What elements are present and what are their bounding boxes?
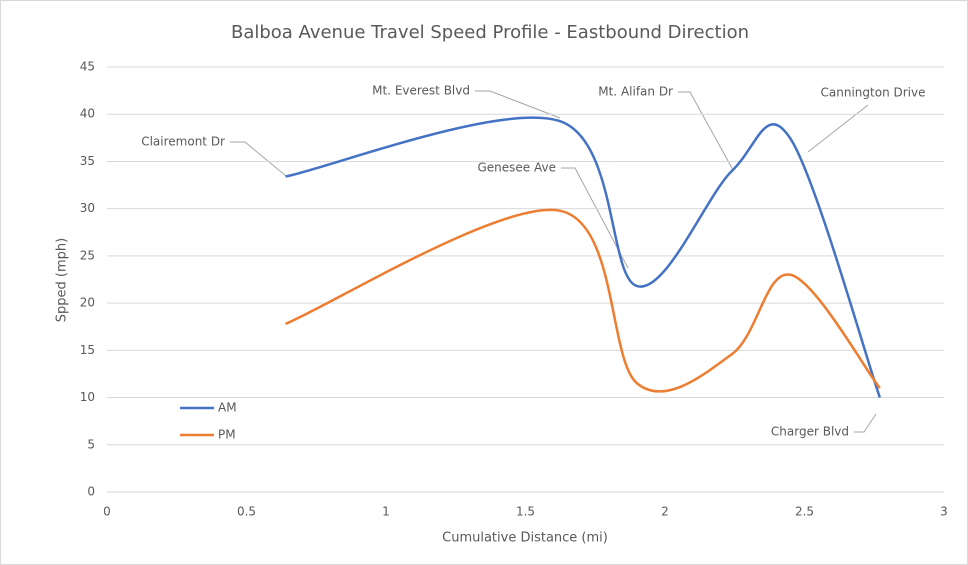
x-axis-label: Cumulative Distance (mi) [442, 531, 608, 546]
x-tick-label: 2.5 [795, 505, 814, 519]
annotation: Clairemont Dr [141, 135, 225, 149]
data-line [285, 208, 881, 393]
y-tick-label: 40 [80, 107, 95, 121]
y-tick-label: 45 [80, 60, 95, 74]
leader-line [678, 91, 734, 171]
annotation: Mt. Alifan Dr [598, 85, 673, 99]
chart-title: Balboa Avenue Travel Speed Profile - Eas… [231, 22, 749, 43]
leader-line [854, 413, 877, 433]
y-tick-label: 35 [80, 154, 95, 168]
leader-line [807, 104, 869, 153]
annotation: Mt. Everest Blvd [372, 84, 470, 98]
y-tick-label: 0 [87, 485, 95, 499]
x-tick-label: 2 [661, 505, 669, 519]
data-line [285, 116, 882, 398]
leader-line [475, 90, 561, 119]
leader-line [230, 141, 287, 177]
x-tick-label: 0 [103, 505, 111, 519]
annotation: Cannington Drive [821, 86, 926, 100]
leader-lines [230, 90, 877, 433]
y-tick-label: 5 [87, 437, 95, 451]
y-tick-label: 30 [80, 201, 95, 215]
y-tick-label: 15 [80, 343, 95, 357]
y-tick-label: 25 [80, 248, 95, 262]
x-tick-label: 0.5 [237, 505, 256, 519]
x-tick-label: 1.5 [516, 505, 535, 519]
y-axis-label: Spped (mph) [55, 238, 70, 322]
leader-line [561, 167, 629, 269]
x-tick-label: 1 [382, 505, 390, 519]
y-tick-label: 20 [80, 296, 95, 310]
annotation: Genesee Ave [478, 161, 557, 175]
legend-label: AM [218, 401, 237, 415]
annotation: Charger Blvd [771, 425, 849, 439]
x-tick-label: 3 [940, 505, 948, 519]
legend-label: PM [218, 428, 236, 442]
y-tick-label: 10 [80, 390, 95, 404]
